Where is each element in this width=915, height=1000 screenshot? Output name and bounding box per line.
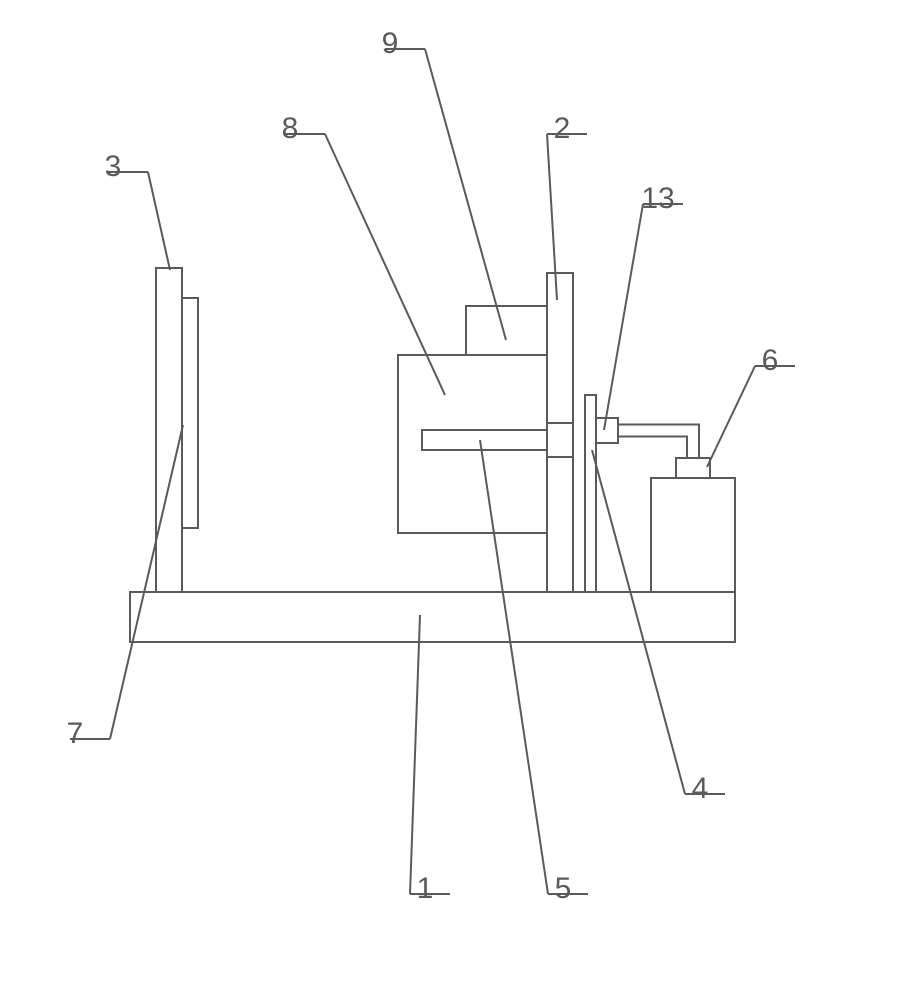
leader-9 — [425, 49, 506, 340]
leader-13 — [604, 204, 643, 430]
part-motor-body — [651, 478, 735, 592]
label-6: 6 — [762, 344, 779, 377]
label-2: 2 — [554, 112, 571, 145]
part-motor-cap — [676, 458, 710, 478]
label-5: 5 — [555, 872, 572, 905]
label-9: 9 — [382, 27, 399, 60]
shapes — [130, 268, 735, 642]
label-1: 1 — [417, 872, 434, 905]
label-3: 3 — [105, 150, 122, 183]
leader-8 — [325, 134, 445, 395]
part-base — [130, 592, 735, 642]
label-13: 13 — [641, 182, 674, 215]
label-7: 7 — [67, 717, 84, 750]
part-thin-plate — [585, 395, 596, 592]
label-8: 8 — [282, 112, 299, 145]
label-4: 4 — [692, 772, 709, 805]
leader-3 — [148, 172, 170, 270]
engineering-diagram: 3 9 8 2 13 6 7 1 5 4 — [0, 0, 915, 1000]
leader-1 — [410, 615, 420, 894]
part-small-top-box — [466, 306, 547, 355]
part-left-post — [156, 268, 182, 592]
part-bar — [422, 430, 547, 450]
leader-6 — [707, 366, 755, 467]
part-joint-1 — [547, 423, 573, 457]
part-joint-2 — [596, 418, 618, 443]
part-connector-pipe — [618, 425, 699, 459]
part-left-block — [182, 298, 198, 528]
